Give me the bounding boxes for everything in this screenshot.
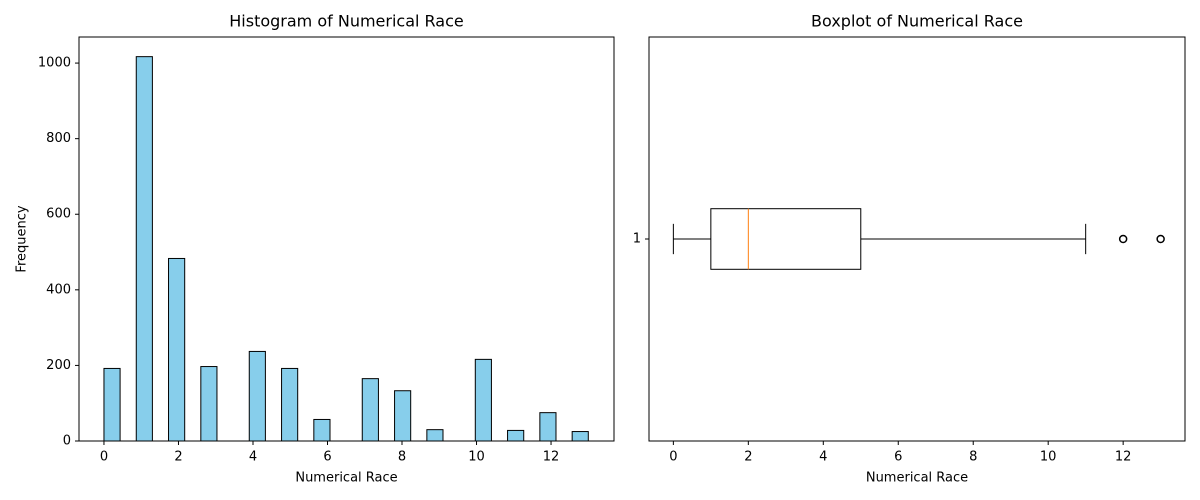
histogram-bar bbox=[426, 429, 444, 442]
histogram-bar bbox=[313, 418, 331, 442]
x-tick-label: 4 bbox=[249, 450, 257, 465]
axes-frame bbox=[78, 36, 615, 442]
x-axis-label: Numerical Race bbox=[866, 471, 968, 486]
y-tick-label: 1000 bbox=[38, 56, 71, 71]
x-tick-label: 2 bbox=[174, 450, 182, 465]
x-tick-label: 12 bbox=[543, 450, 560, 465]
histogram-bar bbox=[103, 367, 121, 442]
chart-title: Histogram of Numerical Race bbox=[229, 12, 464, 31]
histogram-bar bbox=[281, 367, 299, 442]
outlier bbox=[1156, 234, 1165, 244]
axes-frame bbox=[648, 36, 1186, 442]
y-axis-label: Frequency bbox=[15, 205, 30, 272]
histogram-bar bbox=[571, 431, 589, 442]
histogram-bar bbox=[474, 358, 492, 442]
histogram-bar bbox=[248, 350, 266, 442]
y-tick-label: 400 bbox=[46, 282, 71, 297]
histogram-bar bbox=[135, 56, 153, 442]
histogram-bar bbox=[168, 257, 186, 442]
y-tick-label: 0 bbox=[63, 434, 71, 449]
x-tick-label: 0 bbox=[100, 450, 108, 465]
histogram-bar bbox=[361, 378, 379, 442]
chart-title: Boxplot of Numerical Race bbox=[811, 12, 1023, 31]
x-tick-label: 8 bbox=[969, 450, 977, 465]
box bbox=[710, 208, 862, 270]
histogram-bar bbox=[507, 429, 525, 442]
x-tick-label: 10 bbox=[468, 450, 485, 465]
x-tick-label: 12 bbox=[1115, 450, 1132, 465]
y-tick-label: 800 bbox=[46, 131, 71, 146]
x-tick-label: 10 bbox=[1040, 450, 1057, 465]
x-tick-label: 4 bbox=[819, 450, 827, 465]
y-tick-label: 600 bbox=[46, 207, 71, 222]
x-tick-label: 8 bbox=[398, 450, 406, 465]
x-tick-label: 0 bbox=[669, 450, 677, 465]
y-tick-label: 1 bbox=[633, 232, 641, 247]
outlier bbox=[1118, 234, 1128, 244]
x-tick-label: 6 bbox=[894, 450, 902, 465]
histogram-bar bbox=[394, 390, 412, 442]
x-tick-label: 6 bbox=[323, 450, 331, 465]
y-tick-label: 200 bbox=[46, 358, 71, 373]
histogram-bar bbox=[200, 366, 218, 442]
x-tick-label: 2 bbox=[744, 450, 752, 465]
x-axis-label: Numerical Race bbox=[295, 471, 397, 486]
histogram-bar bbox=[539, 412, 557, 442]
